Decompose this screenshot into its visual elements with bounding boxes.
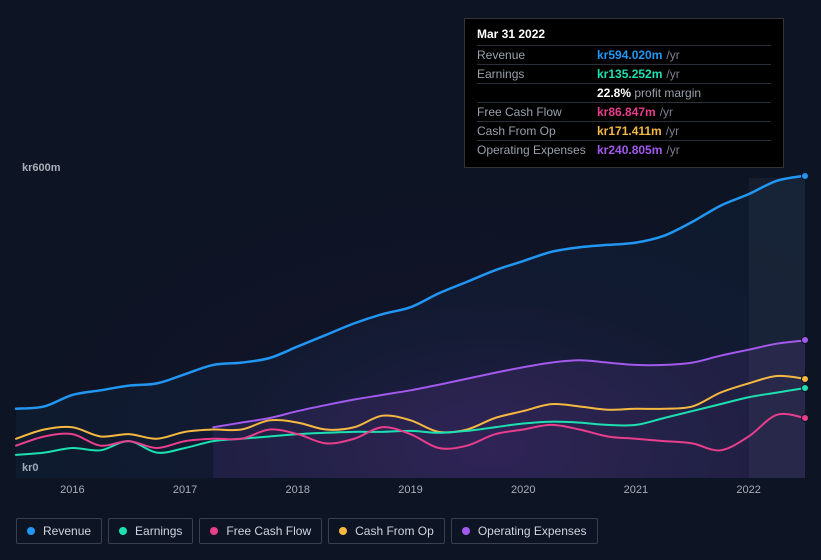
legend-label: Cash From Op [355,524,434,538]
x-axis-label: 2018 [286,484,310,496]
series-end-marker [801,384,809,392]
tooltip-row-unit: /yr [660,105,673,119]
chart-svg [16,178,805,478]
series-end-marker [801,375,809,383]
tooltip-row-value: kr86.847m [597,105,656,119]
x-axis-label: 2020 [511,484,535,496]
tooltip-row-label: Free Cash Flow [477,105,597,119]
legend-item-operating-expenses[interactable]: Operating Expenses [451,518,598,544]
y-axis-label: kr600m [22,162,61,174]
tooltip-margin-text: profit margin [634,86,701,100]
x-axis-label: 2016 [60,484,84,496]
tooltip-row-label: Operating Expenses [477,143,597,157]
tooltip-row-value: kr135.252m [597,67,662,81]
x-axis-labels: 2016 2017 2018 2019 2020 2021 2022 [16,484,805,500]
legend-item-earnings[interactable]: Earnings [108,518,193,544]
legend-dot-icon [27,527,35,535]
tooltip-subrow: 22.8% profit margin [477,83,771,102]
legend: Revenue Earnings Free Cash Flow Cash From O… [16,518,598,544]
tooltip-row-value: kr171.411m [597,124,662,138]
x-axis-label: 2021 [624,484,648,496]
legend-label: Operating Expenses [478,524,587,538]
series-end-marker [801,414,809,422]
tooltip-row-unit: /yr [666,143,679,157]
tooltip-row-label: Earnings [477,67,597,81]
legend-item-free-cash-flow[interactable]: Free Cash Flow [199,518,322,544]
tooltip-row: Cash From Opkr171.411m/yr [477,121,771,140]
legend-label: Earnings [135,524,182,538]
x-axis-label: 2022 [736,484,760,496]
series-end-marker [801,172,809,180]
legend-dot-icon [210,527,218,535]
tooltip-margin-pct: 22.8% [597,86,631,100]
legend-dot-icon [119,527,127,535]
tooltip-row: Earningskr135.252m/yr [477,64,771,83]
legend-label: Free Cash Flow [226,524,311,538]
tooltip-date: Mar 31 2022 [477,27,771,41]
chart-plot-area[interactable] [16,178,805,478]
legend-item-revenue[interactable]: Revenue [16,518,102,544]
chart-tooltip: Mar 31 2022 Revenuekr594.020m/yrEarnings… [464,18,784,168]
tooltip-row: Revenuekr594.020m/yr [477,45,771,64]
series-end-marker [801,336,809,344]
tooltip-row-label: Cash From Op [477,124,597,138]
tooltip-row-unit: /yr [666,67,679,81]
legend-dot-icon [462,527,470,535]
tooltip-row: Operating Expenseskr240.805m/yr [477,140,771,159]
tooltip-row-value: kr594.020m [597,48,662,62]
tooltip-row: Free Cash Flowkr86.847m/yr [477,102,771,121]
tooltip-row-label: Revenue [477,48,597,62]
tooltip-row-unit: /yr [666,124,679,138]
legend-label: Revenue [43,524,91,538]
legend-dot-icon [339,527,347,535]
legend-item-cash-from-op[interactable]: Cash From Op [328,518,445,544]
tooltip-row-unit: /yr [666,48,679,62]
tooltip-row-value: kr240.805m [597,143,662,157]
x-axis-label: 2019 [398,484,422,496]
x-axis-label: 2017 [173,484,197,496]
